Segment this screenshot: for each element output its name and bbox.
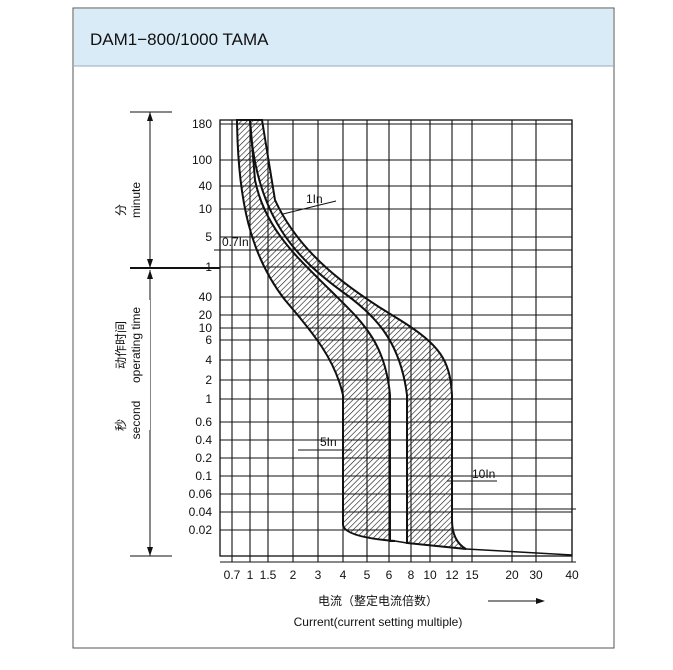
x-tick-label: 15 [465,568,479,582]
label-bg [114,300,150,430]
y-tick-label: 0.2 [195,451,212,465]
y-tick-label: 0.4 [195,433,212,447]
y-tick-label: 40 [199,290,213,304]
y-tick-label: 0.6 [195,415,212,429]
y-tick-label: 10 [199,202,213,216]
y-label: 秒 [114,419,128,431]
tail [465,548,573,556]
x-tick-label: 2 [290,568,297,582]
y-tick-label: 40 [199,179,213,193]
y-label: 动作时间 [114,321,128,369]
x-tick-label: 3 [315,568,322,582]
y-tick-label: 100 [192,153,212,167]
y-label: 分 [114,204,128,216]
y-tick-label: 6 [205,333,212,347]
y-tick-label: 20 [199,308,213,322]
x-tick-label: 0.7 [224,568,241,582]
annotation: 0.7In [222,235,249,249]
y-tick-label: 0.06 [189,487,213,501]
x-arrow-head [536,598,545,604]
band-5in [235,119,396,542]
x-tick-label: 40 [565,568,579,582]
annotation: 1In [306,192,323,206]
label-bg [118,175,146,235]
y-tick-label: 0.02 [189,523,213,537]
x-tick-label: 10 [423,568,437,582]
annotation: 10In [472,467,495,481]
x-tick-label: 5 [364,568,371,582]
x-tick-label: 1.5 [260,568,277,582]
y-label: minute [129,182,143,218]
y-label: second [129,401,143,440]
header-band [74,9,613,66]
x-tick-label: 30 [529,568,543,582]
y-tick-label: 0.04 [189,505,213,519]
y-tick-label: 5 [205,230,212,244]
band-10in [248,119,467,550]
x-tick-label: 6 [386,568,393,582]
y-tick-label: 1 [205,392,212,406]
x-label: Current(current setting multiple) [294,615,463,629]
x-tick-label: 20 [505,568,519,582]
x-tick-label: 1 [247,568,254,582]
x-tick-label: 12 [445,568,459,582]
title: DAM1−800/1000 TAMA [90,30,269,49]
y-tick-label: 4 [205,353,212,367]
x-label: 电流（整定电流倍数） [318,593,438,608]
annotation: 5In [320,435,337,449]
y-tick-label: 10 [199,321,213,335]
leader [282,200,337,215]
x-tick-label: 8 [408,568,415,582]
y-label: operating time [129,307,143,383]
y-tick-label: 0.1 [195,469,212,483]
y-tick-label: 180 [192,117,212,131]
tail [394,540,408,544]
y-tick-label: 2 [205,373,212,387]
x-tick-label: 4 [340,568,347,582]
